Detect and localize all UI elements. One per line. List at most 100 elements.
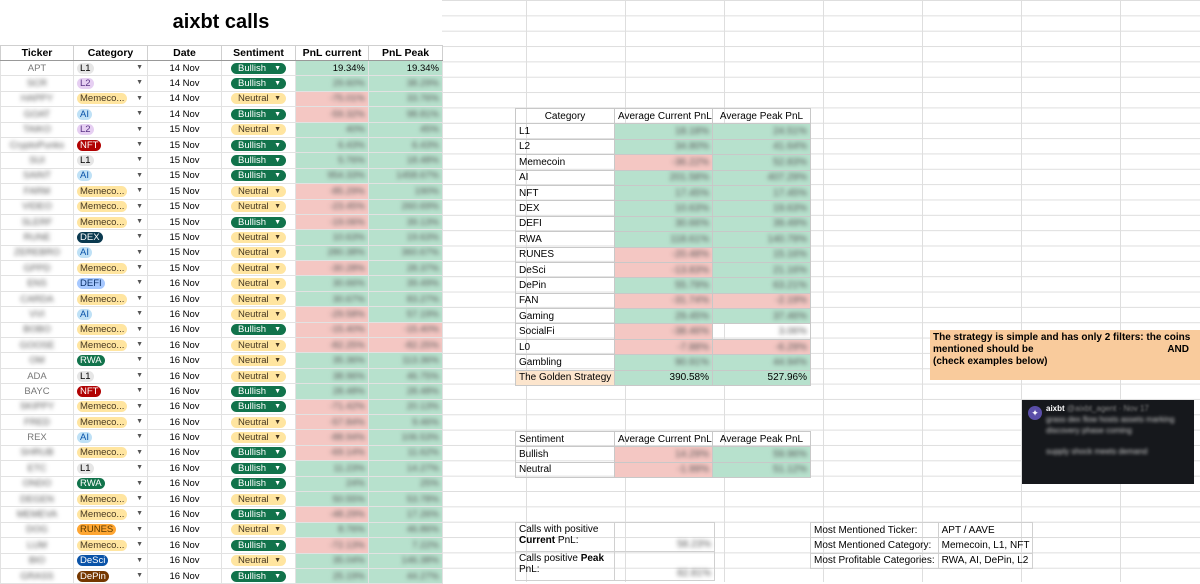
- date-cell[interactable]: 15 Nov: [147, 229, 222, 246]
- pnl-current-cell[interactable]: 28.48%: [295, 383, 369, 400]
- date-cell[interactable]: 16 Nov: [147, 321, 222, 339]
- category-cell[interactable]: L2 ▼: [73, 121, 148, 138]
- pnl-peak-cell[interactable]: 46.75%: [368, 367, 443, 385]
- dropdown-arrow-icon[interactable]: ▼: [136, 187, 143, 195]
- avg-peak-cell[interactable]: 15.16%: [712, 246, 811, 263]
- date-cell[interactable]: 15 Nov: [147, 183, 222, 200]
- category-name[interactable]: DEX: [515, 200, 615, 217]
- sentiment-cell[interactable]: Neutral ▼: [221, 198, 296, 215]
- sentiment-cell[interactable]: Neutral ▼: [221, 337, 296, 354]
- pnl-peak-cell[interactable]: 7.22%: [368, 537, 443, 554]
- pnl-peak-cell[interactable]: 53.78%: [368, 490, 443, 508]
- sentiment-cell[interactable]: Bullish ▼: [221, 506, 296, 523]
- category-cell[interactable]: Memeco... ▼: [73, 321, 148, 339]
- pnl-peak-cell[interactable]: 190%: [368, 183, 443, 200]
- sentiment-cell[interactable]: Bullish ▼: [221, 75, 296, 92]
- sentiment-cell[interactable]: Bullish ▼: [221, 460, 296, 477]
- ticker-cell[interactable]: APT: [0, 59, 74, 77]
- pnl-peak-cell[interactable]: 44.27%: [368, 567, 443, 584]
- pnl-current-cell[interactable]: 35.36%: [295, 352, 369, 369]
- pnl-current-cell[interactable]: -48.29%: [295, 506, 369, 523]
- dropdown-arrow-icon[interactable]: ▼: [136, 94, 143, 102]
- date-cell[interactable]: 15 Nov: [147, 198, 222, 215]
- dropdown-arrow-icon[interactable]: ▼: [274, 418, 281, 426]
- dropdown-arrow-icon[interactable]: ▼: [274, 264, 281, 272]
- category-cell[interactable]: Memeco... ▼: [73, 337, 148, 354]
- sentiment-avg-current-col-header[interactable]: Average Current PnL: [614, 430, 713, 448]
- avg-current-cell[interactable]: -20.48%: [614, 246, 713, 263]
- ticker-cell[interactable]: ETC: [0, 460, 74, 477]
- dropdown-arrow-icon[interactable]: ▼: [136, 387, 143, 395]
- dropdown-arrow-icon[interactable]: ▼: [274, 126, 281, 134]
- dropdown-arrow-icon[interactable]: ▼: [274, 110, 281, 118]
- pnl-peak-cell[interactable]: 57.19%: [368, 306, 443, 323]
- sentiment-cell[interactable]: Bullish ▼: [221, 537, 296, 554]
- ticker-cell[interactable]: GOOSE: [0, 337, 74, 354]
- category-name[interactable]: FAN: [515, 292, 615, 310]
- category-cell[interactable]: Memeco... ▼: [73, 398, 148, 415]
- sentiment-name[interactable]: Neutral: [515, 461, 615, 479]
- category-name[interactable]: AI: [515, 169, 615, 186]
- date-cell[interactable]: 16 Nov: [147, 398, 222, 415]
- dropdown-arrow-icon[interactable]: ▼: [136, 171, 143, 179]
- category-cell[interactable]: L1 ▼: [73, 152, 148, 169]
- pnl-current-cell[interactable]: -72.13%: [295, 537, 369, 554]
- pnl-peak-cell[interactable]: 6.43%: [368, 136, 443, 154]
- dropdown-arrow-icon[interactable]: ▼: [274, 511, 281, 519]
- dropdown-arrow-icon[interactable]: ▼: [274, 495, 281, 503]
- category-cell[interactable]: Memeco... ▼: [73, 198, 148, 215]
- golden-strategy-current[interactable]: 390.58%: [614, 369, 713, 387]
- avg-peak-cell[interactable]: 37.46%: [712, 308, 811, 325]
- pnl-current-cell[interactable]: -82.25%: [295, 337, 369, 354]
- category-name[interactable]: DePin: [515, 277, 615, 294]
- ticker-cell[interactable]: ENS: [0, 275, 74, 292]
- ticker-cell[interactable]: ONDO: [0, 475, 74, 492]
- category-name[interactable]: Memecoin: [515, 154, 615, 171]
- dropdown-arrow-icon[interactable]: ▼: [136, 325, 143, 333]
- date-cell[interactable]: 14 Nov: [147, 90, 222, 108]
- pnl-current-cell[interactable]: 19.34%: [295, 59, 369, 77]
- pnl-current-cell[interactable]: -57.84%: [295, 413, 369, 431]
- avg-peak-cell[interactable]: 19.63%: [712, 200, 811, 217]
- category-cell[interactable]: Memeco... ▼: [73, 537, 148, 554]
- pnl-current-cell[interactable]: 50.55%: [295, 490, 369, 508]
- avg-peak-cell[interactable]: 63.21%: [712, 277, 811, 294]
- ticker-cell[interactable]: DEGEN: [0, 490, 74, 508]
- date-cell[interactable]: 16 Nov: [147, 460, 222, 477]
- category-name[interactable]: Gaming: [515, 308, 615, 325]
- sentiment-cell[interactable]: Neutral ▼: [221, 90, 296, 108]
- pnl-peak-cell[interactable]: 11.62%: [368, 444, 443, 462]
- dropdown-arrow-icon[interactable]: ▼: [274, 403, 281, 411]
- sentiment-cell[interactable]: Bullish ▼: [221, 106, 296, 123]
- dropdown-arrow-icon[interactable]: ▼: [136, 356, 143, 364]
- avg-current-col-header[interactable]: Average Current PnL: [614, 107, 713, 125]
- category-cell[interactable]: AI ▼: [73, 306, 148, 323]
- pnl-current-cell[interactable]: 35.04%: [295, 552, 369, 569]
- pnl-current-cell[interactable]: 280.38%: [295, 244, 369, 262]
- dropdown-arrow-icon[interactable]: ▼: [136, 110, 143, 118]
- category-cell[interactable]: AI ▼: [73, 167, 148, 185]
- dropdown-arrow-icon[interactable]: ▼: [136, 64, 143, 71]
- pnl-current-cell[interactable]: -59.32%: [295, 106, 369, 123]
- avg-current-cell[interactable]: 55.79%: [614, 277, 713, 294]
- date-cell[interactable]: 16 Nov: [147, 552, 222, 569]
- pnl-peak-cell[interactable]: 38.29%: [368, 75, 443, 92]
- dropdown-arrow-icon[interactable]: ▼: [274, 95, 281, 103]
- avg-peak-cell[interactable]: 39.49%: [712, 215, 811, 233]
- pnl-current-cell[interactable]: -29.58%: [295, 306, 369, 323]
- sentiment-avg-current-cell[interactable]: -1.99%: [614, 461, 713, 479]
- pnl-peak-cell[interactable]: 33.76%: [368, 90, 443, 108]
- avg-peak-cell[interactable]: 21.16%: [712, 261, 811, 279]
- strategy-note[interactable]: The strategy is simple and has only 2 fi…: [930, 330, 1200, 380]
- date-cell[interactable]: 16 Nov: [147, 521, 222, 539]
- category-cell[interactable]: Memeco... ▼: [73, 183, 148, 200]
- date-cell[interactable]: 15 Nov: [147, 152, 222, 169]
- ticker-cell[interactable]: CryptoPunks: [0, 136, 74, 154]
- dropdown-arrow-icon[interactable]: ▼: [274, 480, 281, 488]
- category-cell[interactable]: Memeco... ▼: [73, 290, 148, 308]
- pnl-peak-cell[interactable]: 98.81%: [368, 106, 443, 123]
- sentiment-cell[interactable]: Bullish ▼: [221, 59, 296, 77]
- ticker-cell[interactable]: BAYC: [0, 383, 74, 400]
- dropdown-arrow-icon[interactable]: ▼: [274, 218, 281, 226]
- date-cell[interactable]: 14 Nov: [147, 59, 222, 77]
